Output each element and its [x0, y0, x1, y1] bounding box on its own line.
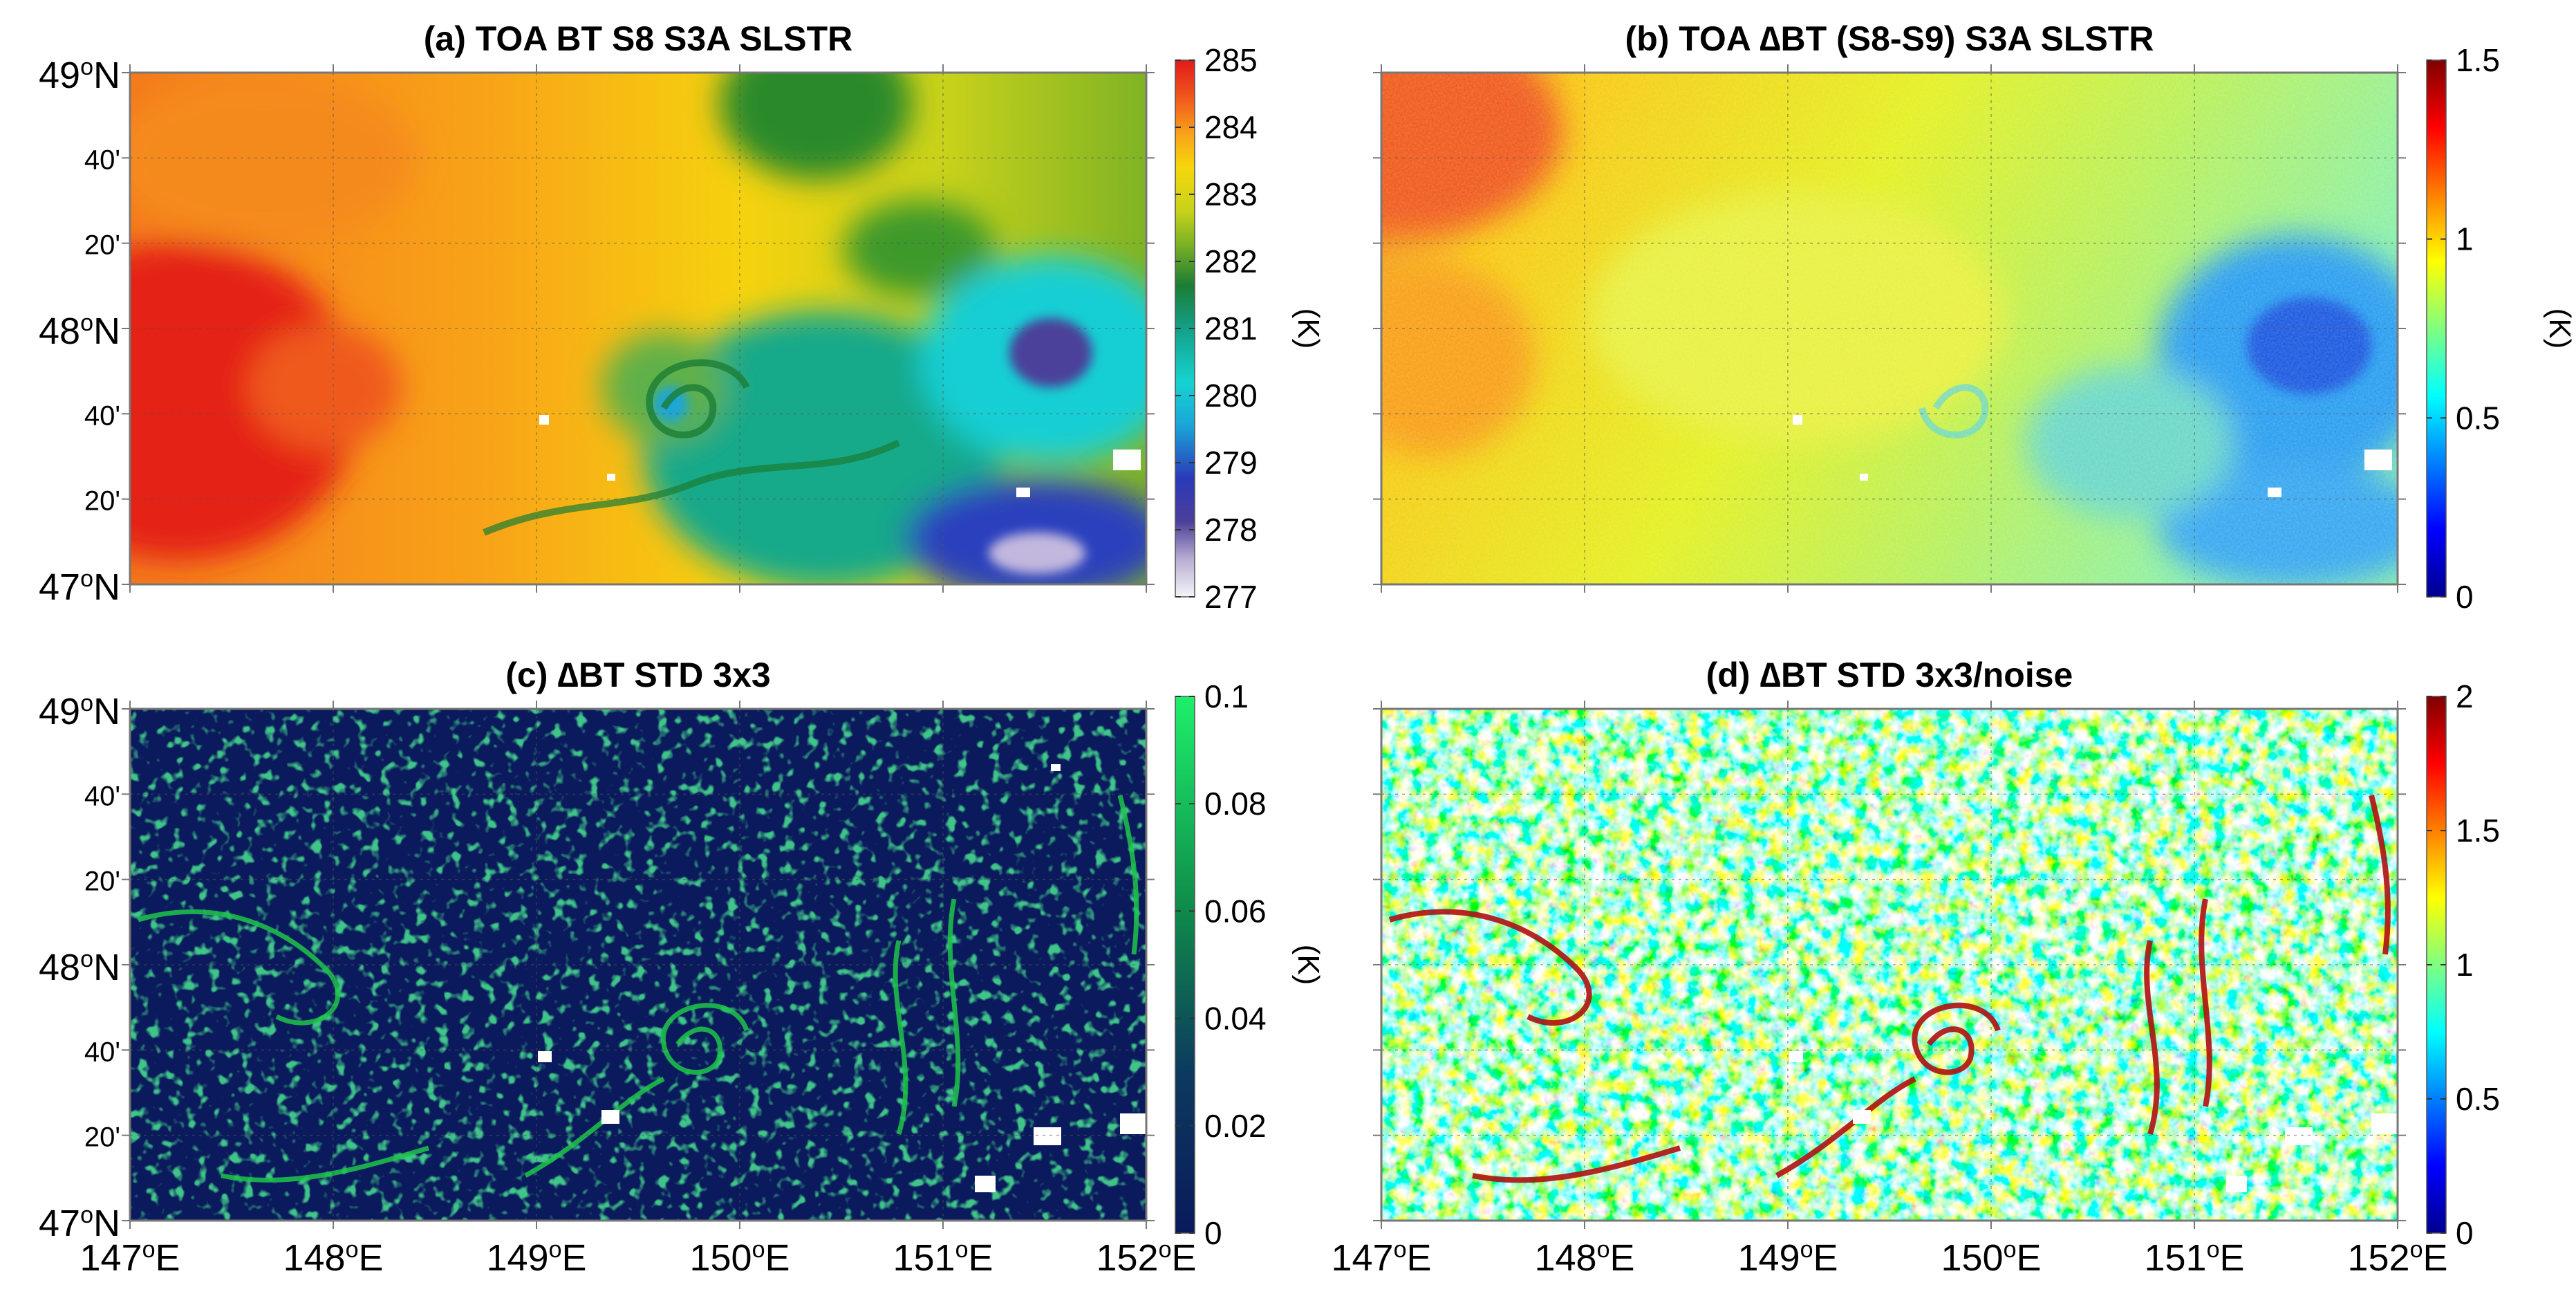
x-tick-label: 148oE — [1534, 1237, 1634, 1279]
panel-a-field — [130, 73, 1146, 584]
colorbar-label: (K) — [2543, 308, 2576, 349]
colorbar-tick-label: 279 — [1204, 445, 1258, 481]
y-tick-label: 20' — [84, 230, 120, 261]
chart-title: (d) ∆BT STD 3x3/noise — [1706, 656, 2073, 694]
chart-panel-b: (b) TOA ∆BT (S8-S9) S3A SLSTR 0 0.5 1 1.5 (K) — [1373, 19, 2576, 615]
colorbar-tick-label: 280 — [1204, 378, 1258, 414]
colorbar-tick-label: 285 — [1204, 42, 1258, 78]
colorbar-tick-label: 1 — [2456, 947, 2474, 983]
x-tick-label: 151oE — [2144, 1237, 2244, 1279]
chart-title: (a) TOA BT S8 S3A SLSTR — [424, 19, 852, 58]
colorbar-tick-label: 0.08 — [1204, 786, 1267, 822]
panel-d-field — [1381, 709, 2398, 1221]
y-tick-label: 47oN — [39, 1202, 120, 1244]
x-tick-label: 152oE — [1096, 1237, 1196, 1279]
colorbar-tick-label: 0.5 — [2456, 400, 2500, 436]
y-tick-label: 40' — [84, 145, 120, 175]
x-tick-label: 149oE — [486, 1237, 586, 1279]
colorbar-tick-label: 0.1 — [1204, 678, 1249, 714]
colorbar: 0 0.02 0.04 0.06 0.08 0.1 (K) — [1175, 678, 1325, 1251]
colorbar-tick-label: 282 — [1204, 243, 1258, 279]
colorbar-gradient — [1175, 696, 1195, 1234]
chart-title: (c) ∆BT STD 3x3 — [505, 656, 770, 694]
axes-overlay: (a) TOA BT S8 S3A SLSTR 49oN 40' 20' 48oN 40'… — [39, 19, 2576, 1279]
y-tick-label: 47oN — [39, 566, 120, 608]
colorbar-tick-label: 0.5 — [2456, 1081, 2500, 1117]
x-tick-label: 147oE — [1331, 1237, 1431, 1279]
colorbar-tick-label: 0 — [2456, 579, 2474, 615]
colorbar-tick-label: 0.02 — [1204, 1108, 1267, 1144]
chart-panel-d: (d) ∆BT STD 3x3/noise 147oE 148oE 149oE 150o… — [1331, 656, 2499, 1279]
colorbar-label: (K) — [1291, 945, 1325, 985]
x-tick-label: 150oE — [1941, 1237, 2041, 1279]
colorbar-tick-label: 278 — [1204, 512, 1258, 548]
colorbar: 0 0.5 1 1.5 (K) — [2426, 42, 2576, 615]
colorbar-tick-label: 0 — [1204, 1215, 1222, 1251]
colorbar: 0 0.5 1 1.5 2 — [2426, 678, 2500, 1251]
x-tick-label: 149oE — [1737, 1237, 1838, 1279]
y-tick-label: 40' — [84, 1037, 120, 1067]
colorbar-tick-label: 1 — [2456, 221, 2474, 257]
y-tick-label: 49oN — [39, 54, 120, 96]
y-tick-label: 20' — [84, 867, 120, 897]
x-tick-label: 148oE — [283, 1237, 383, 1279]
colorbar-tick-label: 1.5 — [2456, 42, 2500, 78]
x-tick-label: 147oE — [80, 1237, 180, 1279]
colorbar-label: (K) — [1291, 308, 1325, 349]
colorbar-tick-label: 281 — [1204, 311, 1258, 346]
colorbar: 277 278 279 280 281 282 283 284 285 (K) — [1175, 42, 1325, 615]
colorbar-tick-label: 277 — [1204, 579, 1258, 615]
chart-panel-a: (a) TOA BT S8 S3A SLSTR 49oN 40' 20' 48oN 40'… — [39, 19, 1325, 615]
y-tick-label: 40' — [84, 781, 120, 811]
colorbar-tick-label: 2 — [2456, 678, 2474, 714]
y-tick-label: 48oN — [39, 946, 120, 988]
y-tick-label: 40' — [84, 400, 120, 431]
chart-title: (b) TOA ∆BT (S8-S9) S3A SLSTR — [1625, 19, 2154, 58]
colorbar-tick-label: 1.5 — [2456, 813, 2500, 849]
y-tick-label: 20' — [84, 486, 120, 517]
colorbar-tick-label: 284 — [1204, 109, 1258, 145]
x-tick-label: 150oE — [689, 1237, 790, 1279]
colorbar-tick-label: 283 — [1204, 176, 1258, 212]
panel-b-field — [1381, 73, 2398, 584]
y-tick-label: 20' — [84, 1122, 120, 1153]
y-tick-label: 49oN — [39, 690, 120, 732]
y-tick-label: 48oN — [39, 310, 120, 352]
colorbar-tick-label: 0 — [2456, 1215, 2474, 1251]
colorbar-tick-label: 0.06 — [1204, 893, 1267, 929]
x-tick-label: 151oE — [893, 1237, 993, 1279]
colorbar-tick-label: 0.04 — [1204, 1001, 1267, 1037]
colorbar-gradient — [2426, 59, 2447, 598]
chart-panel-c: (c) ∆BT STD 3x349oN40'20'48oN40'20'47oN1… — [39, 656, 1325, 1279]
panel-c-field — [130, 709, 1146, 1221]
x-tick-label: 152oE — [2347, 1237, 2447, 1279]
